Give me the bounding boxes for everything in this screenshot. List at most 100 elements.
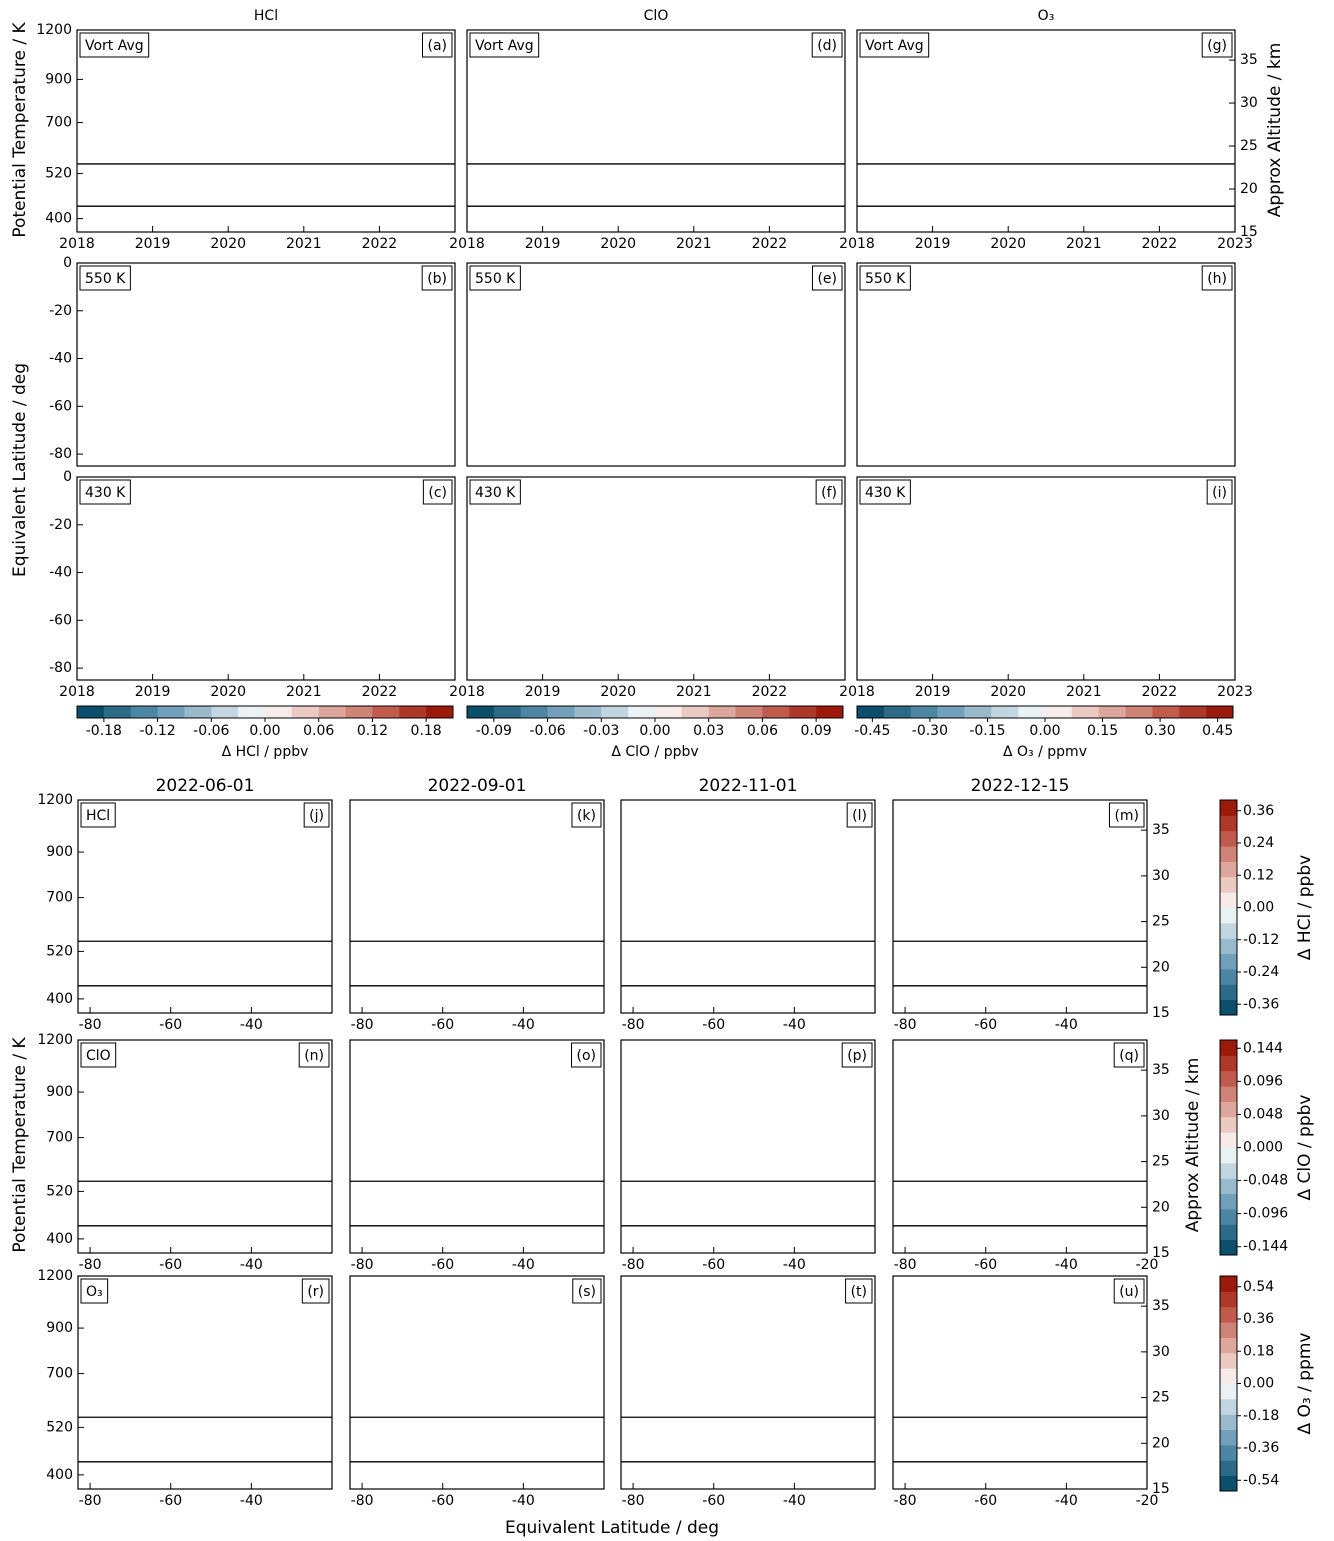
x-tick-label: -40: [240, 1257, 263, 1273]
colorbar-segment: [1220, 1101, 1237, 1118]
colorbar-tick-label: 0.36: [1243, 803, 1274, 819]
y2-tick-label: 35: [1152, 1062, 1170, 1078]
y-axis-label: Potential Temperature / K: [10, 22, 30, 238]
y-tick-label: 1200: [37, 792, 73, 808]
colorbar-tick-label: -0.06: [193, 723, 229, 739]
y-tick-label: 1200: [36, 22, 72, 38]
y2-tick-label: 20: [1240, 181, 1258, 197]
panel-title: 2022-11-01: [699, 776, 798, 796]
colorbar-segment: [1220, 1178, 1237, 1195]
y-tick-label: 520: [46, 943, 73, 959]
y-tick-label: -20: [49, 303, 72, 319]
x-tick-label: 2023: [1217, 684, 1253, 700]
label-box: [79, 265, 131, 291]
panel-frame: [892, 1039, 1148, 1254]
colorbar-segment: [291, 706, 320, 718]
colorbar-tick-label: 0.06: [747, 723, 778, 739]
box-label: 430 K: [865, 485, 906, 501]
colorbar-segment: [547, 706, 575, 718]
label-box: [79, 479, 131, 505]
x-tick-label: -60: [159, 1493, 182, 1509]
x-tick-label: 2018: [59, 236, 95, 252]
x-tick-label: -80: [79, 1493, 102, 1509]
colorbar-segment: [238, 706, 266, 718]
colorbar-segment: [1220, 999, 1237, 1016]
panel-label: (l): [852, 808, 867, 824]
x-tick-label: 2019: [135, 684, 171, 700]
panel-background: [893, 800, 1147, 1013]
panel-title: ClO: [644, 8, 669, 24]
y-tick-label: -80: [49, 660, 72, 676]
label-box: [469, 265, 521, 291]
y-tick-label: 520: [46, 1419, 73, 1435]
colorbar-segment: [789, 706, 817, 718]
colorbar-segment: [1220, 984, 1237, 1001]
panel-background: [77, 477, 455, 680]
x-tick-label: -60: [974, 1017, 997, 1033]
colorbar-segment: [1220, 1239, 1237, 1256]
label-box: [79, 32, 150, 58]
box-label: 430 K: [475, 485, 516, 501]
x-tick-label: 2018: [839, 684, 875, 700]
y2-tick-label: 15: [1240, 224, 1258, 240]
x-tick-label: -40: [512, 1493, 535, 1509]
colorbar-tick-label: -0.048: [1243, 1173, 1288, 1189]
label-box: [301, 1278, 330, 1304]
panel-background: [467, 477, 845, 680]
label-box: [859, 479, 911, 505]
colorbar-tick-label: 0.048: [1243, 1106, 1283, 1122]
y-tick-label: 900: [46, 1320, 73, 1336]
colorbar-segment: [910, 706, 939, 718]
colorbar-tick-label: 0.03: [693, 723, 724, 739]
y2-tick-label: 30: [1152, 868, 1170, 884]
label-box: [421, 265, 453, 291]
y2-axis-label: Approx Altitude / km: [1183, 1058, 1203, 1233]
x-tick-label: 2020: [600, 684, 636, 700]
colorbar-segment: [1098, 706, 1127, 718]
label-box: [1113, 1278, 1145, 1304]
colorbar-tick-label: -0.12: [139, 723, 175, 739]
box-label: 430 K: [85, 485, 126, 501]
x-tick-label: 2019: [525, 236, 561, 252]
colorbar-segment: [1220, 1040, 1237, 1056]
x-tick-label: -80: [351, 1257, 374, 1273]
colorbar-tick-label: 0.12: [357, 723, 388, 739]
colorbar-segment: [1220, 1086, 1237, 1102]
label-box: [421, 32, 453, 58]
colorbar-label: Δ ClO / ppbv: [1295, 1095, 1315, 1201]
x-tick-label: -60: [159, 1017, 182, 1033]
label-box: [811, 32, 843, 58]
y2-tick-label: 30: [1152, 1108, 1170, 1124]
colorbar-segment: [399, 706, 427, 718]
y-tick-label: -20: [49, 517, 72, 533]
colorbar-segment: [77, 706, 105, 718]
panel-frame: [620, 1039, 876, 1254]
x-tick-label: 2020: [210, 684, 246, 700]
y2-tick-label: 15: [1152, 1481, 1170, 1497]
x-tick-label: -80: [622, 1493, 645, 1509]
panel-background: [893, 1040, 1147, 1253]
x-axis-label: Equivalent Latitude / deg: [505, 1518, 719, 1538]
y-axis-label: Potential Temperature / K: [10, 1037, 30, 1253]
panel-frame: [76, 262, 456, 467]
colorbar-segment: [1220, 953, 1237, 970]
colorbar-segment: [991, 706, 1019, 718]
x-tick-label: 2022: [362, 684, 398, 700]
x-tick-label: -60: [702, 1257, 725, 1273]
y-tick-label: -60: [49, 398, 72, 414]
colorbar-segment: [1220, 1444, 1237, 1461]
colorbar-tick-label: 0.24: [1243, 835, 1274, 851]
y-tick-label: 0: [63, 469, 72, 485]
colorbar-label: Δ HCl / ppbv: [1295, 855, 1315, 960]
y-tick-label: 700: [46, 1130, 73, 1146]
colorbar-segment: [1125, 706, 1153, 718]
y2-tick-label: 15: [1152, 1245, 1170, 1261]
colorbar-segment: [1220, 938, 1237, 955]
colorbar-tick-label: -0.15: [969, 723, 1005, 739]
x-tick-label: 2020: [210, 236, 246, 252]
x-tick-label: -40: [783, 1017, 806, 1033]
colorbar-tick-label: 0.54: [1243, 1279, 1274, 1295]
colorbar-segment: [1220, 861, 1237, 878]
label-box: [80, 1042, 117, 1068]
x-tick-label: -80: [894, 1257, 917, 1273]
